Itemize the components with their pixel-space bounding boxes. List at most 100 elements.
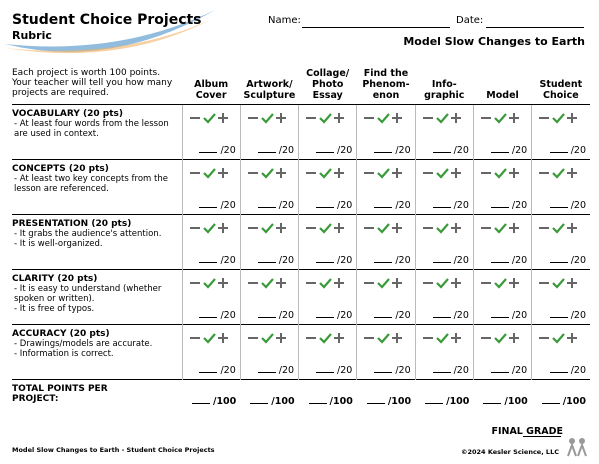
score-blank bbox=[257, 317, 276, 318]
criterion-row: CONCEPTS (20 pts) - At least two key conc… bbox=[12, 159, 590, 215]
score-max: /20 bbox=[220, 200, 236, 211]
rating-icons bbox=[480, 223, 519, 234]
rating bbox=[422, 274, 464, 293]
score: /20 bbox=[490, 255, 527, 266]
rating bbox=[189, 109, 231, 128]
rating-icons bbox=[189, 278, 228, 289]
criterion-title: CONCEPTS (20 pts) bbox=[12, 164, 109, 174]
rating-icons bbox=[422, 223, 461, 234]
score-blank bbox=[549, 152, 568, 153]
rating bbox=[422, 164, 464, 183]
criterion-item: - It is well-organized. bbox=[14, 239, 103, 249]
score: /20 bbox=[374, 365, 411, 376]
score-cell: /20 bbox=[181, 214, 241, 270]
score-cell: /20 bbox=[298, 269, 357, 325]
score: /100 bbox=[425, 396, 469, 407]
column-header: Collage/ Photo Essay bbox=[306, 68, 350, 101]
score-max: /20 bbox=[511, 310, 528, 321]
total-cell: /100 bbox=[240, 379, 299, 410]
score: /20 bbox=[374, 310, 411, 321]
score-blank bbox=[199, 207, 218, 208]
score-max: /20 bbox=[395, 365, 411, 376]
rating-icons bbox=[364, 223, 403, 234]
score: /20 bbox=[316, 310, 352, 321]
score: /20 bbox=[199, 365, 236, 376]
score: /20 bbox=[549, 200, 586, 211]
score-cell: /20 bbox=[239, 159, 299, 215]
score-max: /100 bbox=[271, 396, 295, 407]
score-max: /20 bbox=[570, 200, 586, 211]
date-line bbox=[486, 15, 584, 28]
final-grade: FINAL GRADE bbox=[491, 426, 563, 437]
logo bbox=[567, 438, 587, 457]
rating-icons bbox=[364, 333, 403, 344]
score-max: /20 bbox=[570, 310, 586, 321]
rating-icons bbox=[247, 168, 286, 179]
rating-icons bbox=[306, 168, 345, 179]
score: /20 bbox=[490, 200, 528, 211]
score-blank bbox=[257, 207, 276, 208]
score-max: /100 bbox=[504, 396, 528, 407]
rating bbox=[247, 274, 289, 293]
intro: Each project is worth 100 points. Your t… bbox=[12, 68, 173, 98]
criterion-item: - At least two key concepts from the les… bbox=[14, 174, 168, 194]
criterion: PRESENTATION (20 pts) - It grabs the audi… bbox=[12, 214, 182, 270]
criterion-title: CLARITY (20 pts) bbox=[12, 274, 98, 284]
rating-icons bbox=[306, 333, 345, 344]
score-cell: /20 bbox=[531, 104, 590, 160]
score-max: /20 bbox=[453, 365, 469, 376]
rating bbox=[247, 109, 289, 128]
criterion-title: PRESENTATION (20 pts) bbox=[12, 219, 132, 229]
rating bbox=[480, 164, 522, 183]
rating-icons bbox=[364, 278, 403, 289]
criterion-item: - Drawings/models are accurate. bbox=[14, 339, 153, 349]
score-blank bbox=[257, 152, 276, 153]
score-max: /20 bbox=[395, 310, 411, 321]
score-blank bbox=[316, 262, 335, 263]
footer-right: ©2024 Kesler Science, LLC bbox=[460, 448, 559, 456]
score-blank bbox=[490, 262, 509, 263]
score-cell: /20 bbox=[472, 269, 532, 325]
rating bbox=[189, 219, 231, 238]
score: /100 bbox=[191, 396, 236, 407]
subtitle: Rubric bbox=[12, 29, 52, 42]
score-blank bbox=[199, 152, 218, 153]
score: /100 bbox=[250, 396, 295, 407]
rating bbox=[422, 329, 464, 348]
score: /20 bbox=[490, 310, 528, 321]
score-blank bbox=[257, 262, 276, 263]
rating bbox=[363, 109, 405, 128]
rating bbox=[538, 164, 580, 183]
score-blank bbox=[374, 372, 393, 373]
score: /20 bbox=[257, 365, 294, 376]
rating-icons bbox=[189, 113, 228, 124]
score: /20 bbox=[549, 310, 586, 321]
score-max: /20 bbox=[337, 145, 353, 156]
score-blank bbox=[483, 403, 502, 404]
rating bbox=[247, 164, 289, 183]
rating bbox=[480, 329, 522, 348]
score: /20 bbox=[374, 200, 411, 211]
score-cell: /20 bbox=[298, 159, 357, 215]
score-max: /20 bbox=[337, 365, 353, 376]
rating bbox=[189, 329, 231, 348]
column-header: Student Choice bbox=[539, 79, 583, 101]
score-blank bbox=[308, 403, 327, 404]
rating-icons bbox=[189, 223, 228, 234]
rating-icons bbox=[306, 278, 345, 289]
rating-icons bbox=[422, 278, 461, 289]
score-blank bbox=[316, 207, 335, 208]
score-max: /20 bbox=[511, 365, 528, 376]
score-blank bbox=[316, 372, 335, 373]
rating-icons bbox=[364, 168, 403, 179]
score: /20 bbox=[374, 255, 411, 266]
unit-title: Model Slow Changes to Earth bbox=[403, 35, 585, 48]
score-max: /20 bbox=[511, 200, 528, 211]
criterion-item: - It is free of typos. bbox=[14, 304, 95, 314]
criterion-row: PRESENTATION (20 pts) - It grabs the audi… bbox=[12, 214, 590, 270]
column-header: Find the Phenom- enon bbox=[362, 68, 410, 101]
score-blank bbox=[490, 207, 509, 208]
rating bbox=[189, 274, 231, 293]
score: /20 bbox=[316, 365, 352, 376]
